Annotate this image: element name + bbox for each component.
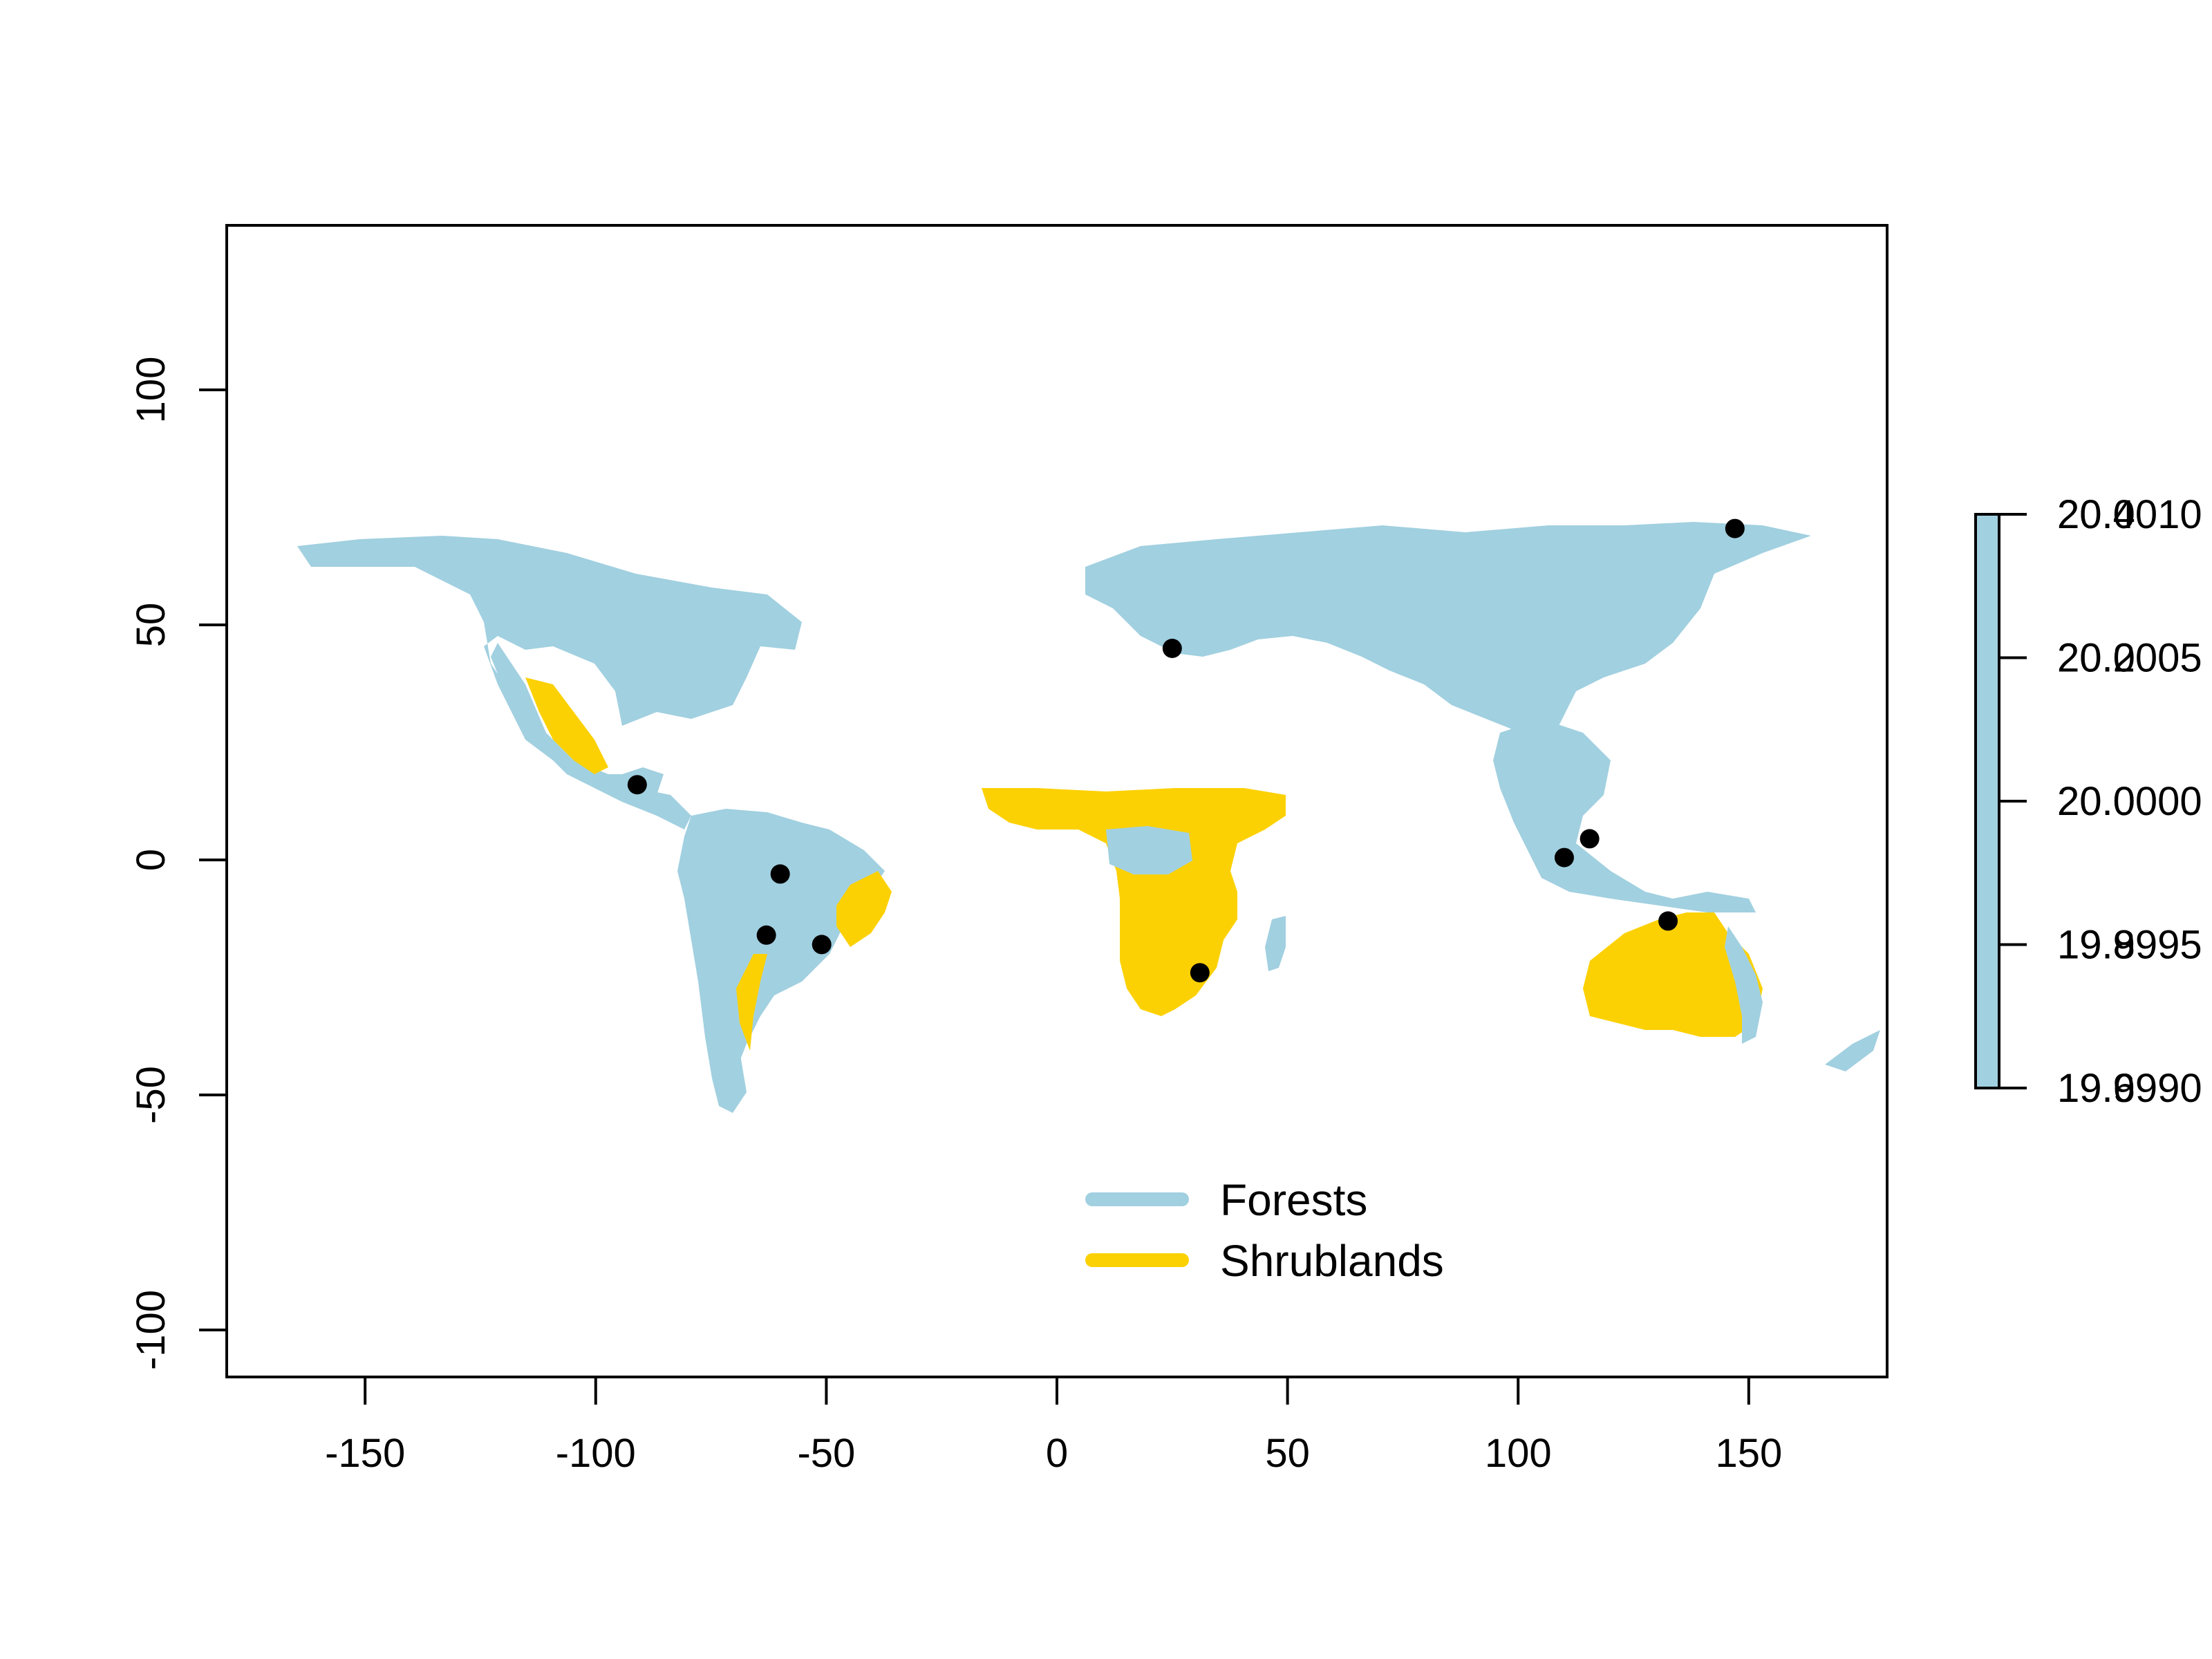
- x-axis: -150 -100 -50 0 50 100 150: [325, 1376, 1782, 1476]
- colorbar-tick-label-overlay: 20.0: [2057, 779, 2135, 824]
- data-points: [627, 518, 1745, 983]
- shrubland-mexico: [525, 677, 608, 774]
- y-tick-label: 0: [129, 849, 174, 871]
- colorbar-tick-label: 20.0000: [2057, 779, 2202, 824]
- site-point: [1190, 963, 1210, 983]
- forest-eurasia: [1085, 522, 1811, 747]
- forest-new-zealand: [1825, 1030, 1880, 1071]
- y-tick-label: -50: [129, 1066, 174, 1124]
- site-point: [1554, 847, 1574, 868]
- x-tick-label: 150: [1715, 1431, 1782, 1476]
- forest-north-america: [297, 536, 802, 802]
- colorbar-tick-label-overlay: 19.6: [2057, 1066, 2135, 1111]
- forest-central-america: [491, 643, 691, 830]
- colorbar-tick-label: 19.9990: [2057, 1066, 2202, 1111]
- forest-south-america-tip: [719, 1002, 747, 1113]
- site-point: [1725, 518, 1745, 538]
- forest-australia-east: [1725, 926, 1763, 1044]
- forest-southeast-asia: [1493, 719, 1756, 912]
- legend-label-shrublands: Shrublands: [1220, 1236, 1444, 1286]
- x-tick-label: 50: [1265, 1431, 1310, 1476]
- colorbar-fill: [1974, 513, 2000, 1089]
- legend: Forests Shrublands: [1085, 1175, 1444, 1286]
- colorbar-tick-label: 20.0005: [2057, 636, 2202, 681]
- site-point: [1162, 639, 1182, 658]
- x-tick-label: -150: [325, 1431, 405, 1476]
- x-tick-label: 100: [1485, 1431, 1552, 1476]
- forest-central-africa-inner: [1106, 826, 1192, 874]
- x-tick-label: -100: [556, 1431, 636, 1476]
- shrubland-australia: [1583, 912, 1763, 1037]
- x-tick-label: -50: [797, 1431, 855, 1476]
- colorbar-tick-label-overlay: 20.2: [2057, 636, 2135, 681]
- colorbar-tick-label-overlay: 19.8: [2057, 923, 2135, 968]
- colorbar-tick-label: 19.9995: [2057, 923, 2202, 968]
- land-cover-layer: [297, 522, 1880, 1113]
- forest-south-america: [677, 809, 885, 1106]
- colorbar: [1974, 513, 2000, 1089]
- site-point: [1580, 829, 1600, 849]
- site-point: [770, 864, 790, 884]
- colorbar-tick-label-overlay: 20.4: [2057, 492, 2135, 537]
- y-tick-label: 50: [129, 603, 174, 648]
- site-point: [1658, 911, 1678, 931]
- x-tick-label: 0: [1046, 1431, 1068, 1476]
- shrubland-africa: [982, 788, 1286, 1016]
- shrubland-argentina: [736, 954, 767, 1051]
- y-tick-label: 100: [129, 357, 174, 424]
- site-point: [627, 775, 647, 795]
- y-tick-label: -100: [129, 1290, 174, 1370]
- site-point: [812, 935, 832, 955]
- colorbar-tick-label: 20.0010: [2057, 492, 2202, 537]
- legend-label-forests: Forests: [1220, 1175, 1367, 1225]
- forest-madagascar: [1265, 916, 1286, 971]
- y-axis: 100 50 0 -50 -100: [129, 357, 228, 1370]
- shrubland-brazil: [836, 871, 892, 947]
- site-point: [756, 925, 776, 945]
